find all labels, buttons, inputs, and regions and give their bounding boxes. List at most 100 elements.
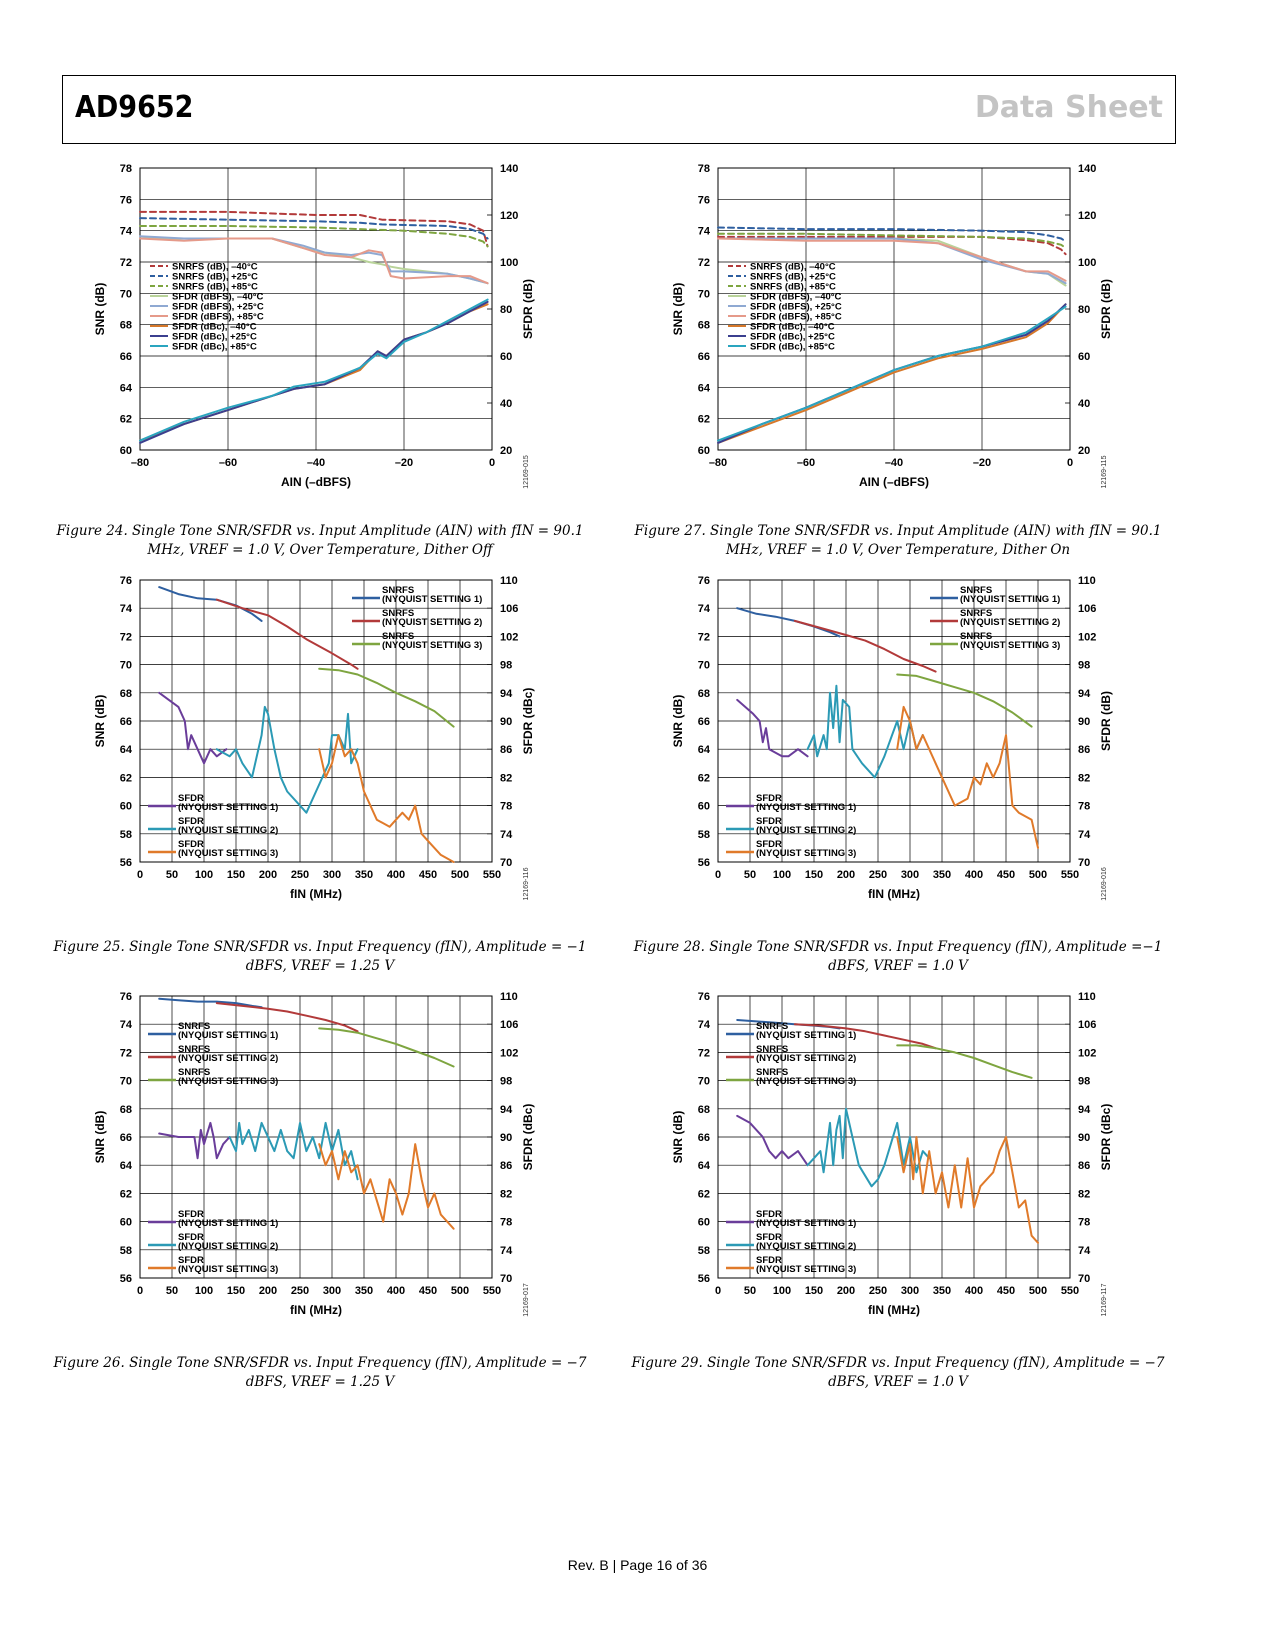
legend-label: SFDR	[756, 793, 782, 804]
y-tick-label: 64	[120, 382, 133, 394]
x-tick-label: 100	[195, 869, 213, 881]
y2-tick-label: 90	[500, 1132, 512, 1144]
plot-frame	[139, 995, 493, 1279]
x-tick-label: 500	[1029, 1285, 1047, 1297]
x-tick-label: 0	[715, 1285, 721, 1297]
y-axis-label: SNR (dB)	[671, 1111, 685, 1164]
chart-fig29: 0 50 100 150 200 250 300 350 400 450 500 550 56 58 60 6…	[671, 991, 1113, 1317]
legend-label: SFDR	[178, 1232, 204, 1243]
series-line	[139, 225, 489, 248]
series-line	[717, 226, 1067, 243]
y-tick-label: 62	[698, 414, 710, 426]
y-tick-label: 72	[120, 257, 132, 269]
y-axis-label: SNR (dB)	[93, 1111, 107, 1164]
y-tick-label: 66	[120, 1132, 132, 1144]
series-line	[158, 1121, 231, 1160]
series-line	[139, 210, 489, 248]
legend-label: (NYQUIST SETTING 1)	[382, 594, 482, 605]
y2-axis-label: SFDR (dBc)	[521, 688, 535, 755]
series-line	[736, 698, 809, 758]
figure-code: 12169-117	[1101, 1283, 1108, 1316]
y-tick-label: 64	[120, 744, 133, 756]
series-line	[717, 237, 1067, 282]
x-tick-label: 0	[1067, 457, 1073, 469]
series-line	[793, 619, 937, 673]
legend-label: (NYQUIST SETTING 1)	[178, 1030, 278, 1041]
x-tick-label: 150	[227, 869, 245, 881]
y-tick-label: 64	[698, 1160, 711, 1172]
series-line	[896, 1044, 1033, 1079]
y-tick-label: 58	[698, 829, 710, 841]
series-line	[139, 298, 489, 442]
y-tick-label: 76	[698, 991, 710, 1003]
legend-label: SNRFS	[756, 1067, 788, 1078]
x-tick-label: 0	[137, 1285, 143, 1297]
y2-tick-label: 20	[500, 445, 512, 457]
y-tick-label: 66	[120, 351, 132, 363]
y-tick-label: 74	[698, 603, 711, 615]
y-tick-label: 56	[120, 1273, 132, 1285]
y2-tick-label: 120	[500, 210, 518, 222]
legend-label: (NYQUIST SETTING 2)	[178, 825, 278, 836]
series-line	[318, 1143, 455, 1230]
y2-tick-label: 90	[500, 716, 512, 728]
caption-fig29: Figure 29. Single Tone SNR/SFDR vs. Inpu…	[631, 1355, 1165, 1390]
y2-tick-label: 94	[500, 688, 513, 700]
series-line	[318, 734, 455, 863]
y2-tick-label: 98	[1078, 660, 1090, 672]
legend-label: (NYQUIST SETTING 2)	[382, 617, 482, 628]
caption-fig24: Figure 24. Single Tone SNR/SFDR vs. Inpu…	[56, 523, 584, 558]
legend-label: SFDR	[178, 793, 204, 804]
y2-tick-label: 70	[500, 857, 512, 869]
legend-label: (NYQUIST SETTING 2)	[756, 825, 856, 836]
legend-label: SFDR (dBFS), +25°C	[172, 302, 264, 313]
y2-tick-label: 98	[500, 1076, 512, 1088]
legend-label: (NYQUIST SETTING 1)	[178, 1218, 278, 1229]
y2-tick-label: 102	[500, 631, 518, 643]
legend-label: SNRFS (dB), –40°C	[750, 262, 836, 273]
y-tick-label: 74	[120, 603, 133, 615]
y2-tick-label: 78	[500, 1217, 512, 1229]
y2-tick-label: 86	[500, 744, 512, 756]
legend-label: (NYQUIST SETTING 3)	[382, 640, 482, 651]
legend-label: SNRFS (dB), +85°C	[750, 282, 836, 293]
x-tick-label: –20	[395, 457, 413, 469]
y-tick-label: 74	[120, 226, 133, 238]
x-tick-label: 150	[227, 1285, 245, 1297]
y2-tick-label: 110	[1078, 991, 1096, 1003]
x-tick-label: 100	[773, 1285, 791, 1297]
y2-tick-label: 90	[1078, 1132, 1090, 1144]
y-axis-label: SNR (dB)	[93, 695, 107, 748]
y2-tick-label: 74	[1078, 829, 1091, 841]
legend-label: SNRFS	[756, 1021, 788, 1032]
series-line	[736, 607, 841, 638]
legend-label: SFDR	[178, 839, 204, 850]
y-tick-label: 70	[120, 288, 132, 300]
series-line	[215, 1002, 359, 1033]
y-tick-label: 58	[698, 1245, 710, 1257]
legend-label: (NYQUIST SETTING 1)	[756, 1030, 856, 1041]
series-line	[717, 303, 1067, 444]
legend-label: SFDR (dBc), –40°C	[172, 322, 257, 333]
caption-fig28: Figure 28. Single Tone SNR/SFDR vs. Inpu…	[633, 939, 1163, 974]
series-line	[228, 1121, 359, 1181]
y-tick-label: 60	[698, 1217, 710, 1229]
y-tick-label: 78	[698, 163, 710, 175]
x-tick-label: 550	[483, 1285, 501, 1297]
y2-tick-label: 94	[500, 1104, 513, 1116]
y2-tick-label: 110	[1078, 575, 1096, 587]
figure-code: 12169-115	[1101, 455, 1108, 488]
legend-label: (NYQUIST SETTING 3)	[178, 1076, 278, 1087]
x-tick-label: 400	[387, 869, 405, 881]
series-line	[158, 997, 263, 1009]
y2-tick-label: 106	[500, 1019, 518, 1031]
x-tick-label: 300	[901, 1285, 919, 1297]
x-axis-label: fIN (MHz)	[290, 1303, 342, 1317]
x-tick-label: 400	[965, 869, 983, 881]
legend-label: (NYQUIST SETTING 2)	[178, 1241, 278, 1252]
x-tick-label: 300	[323, 1285, 341, 1297]
x-tick-label: 450	[997, 1285, 1015, 1297]
series-line	[793, 1023, 937, 1050]
series-line	[318, 1027, 455, 1068]
legend-label: SNRFS	[178, 1067, 210, 1078]
